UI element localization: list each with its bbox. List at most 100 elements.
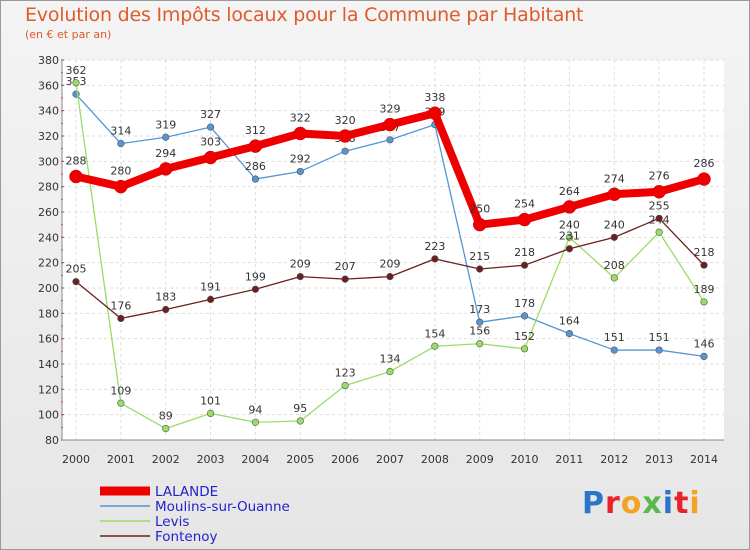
x-tick-label: 2006 <box>331 453 359 466</box>
data-label-levis: 94 <box>248 403 262 416</box>
data-label-levis: 101 <box>200 394 221 407</box>
data-point-levis <box>476 340 484 348</box>
data-label-fontenoy: 231 <box>559 230 580 243</box>
data-point-moulins-sur-ouanne <box>206 123 215 131</box>
data-label-lalande: 303 <box>200 136 221 149</box>
data-point-fontenoy <box>700 261 708 269</box>
data-point-moulins-sur-ouanne <box>655 346 663 354</box>
data-label-levis: 240 <box>559 218 580 231</box>
data-label-levis: 89 <box>159 410 173 423</box>
data-point-lalande <box>158 162 173 176</box>
data-label-moulins-sur-ouanne: 151 <box>604 331 625 344</box>
data-point-fontenoy <box>655 214 663 222</box>
data-label-fontenoy: 199 <box>245 270 266 283</box>
chart-subtitle: (en € et par an) <box>25 28 112 41</box>
y-tick-label: 180 <box>38 307 59 320</box>
data-label-lalande: 322 <box>290 111 311 124</box>
data-label-moulins-sur-ouanne: 173 <box>469 303 490 316</box>
data-point-lalande <box>248 139 263 153</box>
data-label-moulins-sur-ouanne: 314 <box>110 125 131 138</box>
data-point-fontenoy <box>341 275 349 283</box>
logo-letter: t <box>674 486 690 521</box>
data-label-fontenoy: 183 <box>155 291 176 304</box>
x-tick-label: 2004 <box>241 453 269 466</box>
data-point-lalande <box>562 200 577 214</box>
y-tick-label: 120 <box>38 383 59 396</box>
data-point-levis <box>655 228 663 236</box>
data-label-levis: 95 <box>293 402 307 415</box>
x-tick-label: 2011 <box>555 453 583 466</box>
y-tick-label: 340 <box>38 105 59 118</box>
x-tick-label: 2010 <box>511 453 539 466</box>
proxiti-logo: Proxiti <box>582 486 701 521</box>
x-tick-label: 2008 <box>421 453 449 466</box>
data-point-moulins-sur-ouanne <box>476 318 484 326</box>
x-tick-label: 2002 <box>152 453 180 466</box>
data-point-moulins-sur-ouanne <box>117 140 125 148</box>
x-tick-label: 2009 <box>466 453 494 466</box>
data-label-fontenoy: 218 <box>693 246 714 259</box>
data-point-lalande <box>69 169 83 184</box>
data-label-levis: 154 <box>424 327 445 340</box>
data-label-lalande: 254 <box>514 198 535 211</box>
y-tick-label: 140 <box>38 358 59 371</box>
data-point-moulins-sur-ouanne <box>251 175 260 183</box>
data-point-fontenoy <box>162 305 170 314</box>
data-label-moulins-sur-ouanne: 146 <box>693 337 714 350</box>
x-tick-label: 2007 <box>376 453 404 466</box>
data-label-fontenoy: 218 <box>514 246 535 259</box>
logo-letter: P <box>582 486 605 521</box>
data-label-fontenoy: 207 <box>335 260 356 273</box>
data-label-lalande: 320 <box>335 114 356 127</box>
data-label-moulins-sur-ouanne: 327 <box>200 108 221 121</box>
x-tick-label: 2012 <box>600 453 628 466</box>
data-point-lalande <box>338 129 352 143</box>
data-point-fontenoy <box>431 255 439 263</box>
legend-label-moulins-sur-ouanne: Moulins-sur-Ouanne <box>155 499 290 515</box>
y-tick-label: 260 <box>38 206 59 219</box>
data-label-fontenoy: 205 <box>66 263 87 276</box>
data-point-levis <box>296 417 304 425</box>
data-point-fontenoy <box>117 314 125 323</box>
data-point-moulins-sur-ouanne <box>700 352 708 361</box>
legend-label-fontenoy: Fontenoy <box>155 529 218 545</box>
data-label-moulins-sur-ouanne: 151 <box>649 331 670 344</box>
data-point-lalande <box>428 106 442 120</box>
data-label-fontenoy: 223 <box>424 240 445 253</box>
x-tick-label: 2014 <box>690 453 718 466</box>
data-label-fontenoy: 240 <box>604 218 625 231</box>
y-tick-label: 220 <box>38 257 59 270</box>
data-point-levis <box>431 342 439 350</box>
data-point-levis <box>206 409 215 418</box>
x-tick-label: 2000 <box>62 453 90 466</box>
y-tick-label: 200 <box>38 282 59 295</box>
data-label-lalande: 276 <box>649 170 670 183</box>
data-label-moulins-sur-ouanne: 164 <box>559 315 580 328</box>
data-label-lalande: 274 <box>604 172 625 185</box>
data-point-moulins-sur-ouanne <box>386 136 394 144</box>
x-tick-label: 2013 <box>645 453 673 466</box>
data-point-fontenoy <box>251 285 260 293</box>
data-point-moulins-sur-ouanne <box>520 312 529 320</box>
data-point-fontenoy <box>610 233 618 241</box>
data-label-lalande: 312 <box>245 124 266 137</box>
data-point-levis <box>162 425 170 433</box>
data-point-lalande <box>652 184 666 199</box>
logo-letter: x <box>642 486 663 521</box>
y-tick-label: 300 <box>38 155 59 168</box>
data-point-levis <box>520 345 529 353</box>
data-point-fontenoy <box>386 273 394 281</box>
legend-label-levis: Levis <box>155 514 189 530</box>
data-label-lalande: 329 <box>379 103 400 116</box>
data-point-fontenoy <box>520 261 529 269</box>
data-label-fontenoy: 209 <box>379 258 400 271</box>
data-label-levis: 123 <box>335 367 356 380</box>
y-tick-label: 380 <box>38 54 59 67</box>
y-tick-label: 80 <box>45 434 59 447</box>
data-point-moulins-sur-ouanne <box>341 147 349 155</box>
data-label-levis: 362 <box>66 64 87 77</box>
data-point-levis <box>386 368 394 376</box>
data-point-lalande <box>607 187 622 202</box>
data-point-lalande <box>293 126 308 141</box>
data-point-moulins-sur-ouanne <box>296 167 304 176</box>
